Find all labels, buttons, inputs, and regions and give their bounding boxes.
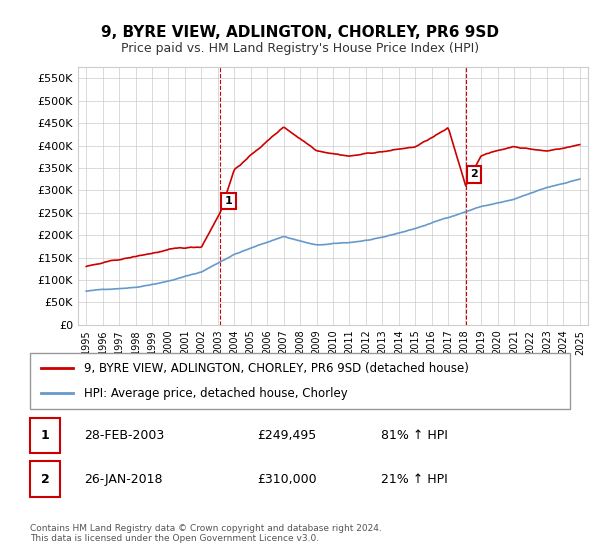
FancyBboxPatch shape — [30, 461, 60, 497]
Text: Price paid vs. HM Land Registry's House Price Index (HPI): Price paid vs. HM Land Registry's House … — [121, 42, 479, 55]
Text: 1: 1 — [41, 429, 49, 442]
Text: 81% ↑ HPI: 81% ↑ HPI — [381, 429, 448, 442]
Text: 26-JAN-2018: 26-JAN-2018 — [84, 473, 163, 486]
Text: 2: 2 — [41, 473, 49, 486]
FancyBboxPatch shape — [30, 418, 60, 453]
Text: £249,495: £249,495 — [257, 429, 316, 442]
Text: Contains HM Land Registry data © Crown copyright and database right 2024.
This d: Contains HM Land Registry data © Crown c… — [30, 524, 382, 543]
Text: 2: 2 — [470, 170, 478, 179]
Text: 28-FEB-2003: 28-FEB-2003 — [84, 429, 164, 442]
Text: HPI: Average price, detached house, Chorley: HPI: Average price, detached house, Chor… — [84, 386, 348, 400]
FancyBboxPatch shape — [30, 353, 570, 409]
Text: 21% ↑ HPI: 21% ↑ HPI — [381, 473, 448, 486]
Text: 9, BYRE VIEW, ADLINGTON, CHORLEY, PR6 9SD (detached house): 9, BYRE VIEW, ADLINGTON, CHORLEY, PR6 9S… — [84, 362, 469, 375]
Text: £310,000: £310,000 — [257, 473, 316, 486]
Text: 9, BYRE VIEW, ADLINGTON, CHORLEY, PR6 9SD: 9, BYRE VIEW, ADLINGTON, CHORLEY, PR6 9S… — [101, 25, 499, 40]
Text: 1: 1 — [224, 196, 232, 206]
